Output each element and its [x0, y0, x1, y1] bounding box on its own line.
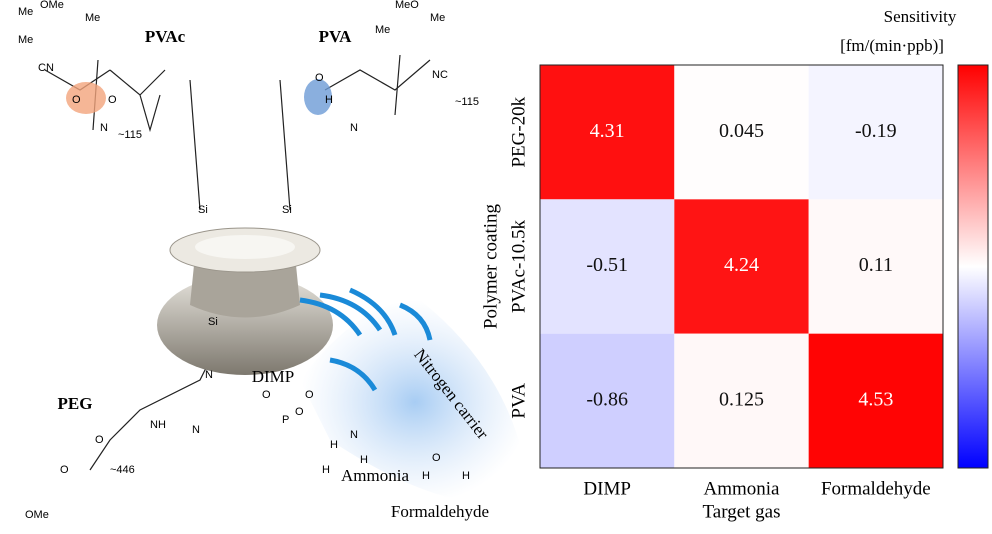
atom-label: OMe [25, 509, 49, 521]
atom-label: OMe [40, 0, 64, 11]
x-axis-label: Target gas [703, 501, 781, 522]
heatmap-cell [808, 199, 943, 334]
cell-label: 0.045 [719, 120, 764, 142]
heatmap-cell [540, 65, 675, 200]
repeat-count: ~115 [455, 96, 479, 108]
x-tick-label: DIMP [583, 478, 631, 499]
y-tick-label: PVA [508, 383, 529, 419]
atom-label: N [192, 424, 200, 436]
polymer-label: PVAc [145, 27, 186, 46]
atom-label: O [262, 389, 271, 401]
y-tick-label: PEG-20k [508, 96, 529, 167]
colorbar-unit: [fm/(min·ppb)] [840, 36, 944, 55]
atom-label: CN [38, 62, 54, 74]
colorbar [957, 64, 989, 469]
atom-label: Me [375, 24, 390, 36]
atom-label: Me [18, 34, 33, 46]
hydroxyl-highlight [304, 79, 332, 115]
cell-label: 0.11 [859, 254, 893, 276]
atom-label: N [350, 122, 358, 134]
cyclodextrin-cavity [195, 235, 295, 259]
heatmap-cell [674, 65, 809, 200]
atom-label: H [322, 464, 330, 476]
cell-label: 4.31 [590, 120, 625, 142]
ester-highlight [66, 82, 106, 114]
atom-label: O [295, 406, 304, 418]
heatmap-cell [674, 333, 809, 468]
atom-label: H [330, 439, 338, 451]
atom-label: Me [18, 6, 33, 18]
y-tick-label: PVAc-10.5k [508, 219, 529, 313]
molecule-label: Formaldehyde [391, 502, 489, 521]
diagram: PVAc PVA PEG DIMP Ammonia Formaldehyde N… [44, 27, 530, 521]
molecule-label: DIMP [252, 367, 295, 386]
atom-label: P [282, 414, 289, 426]
atom-label: NH [150, 419, 166, 431]
atom-label: H [462, 470, 470, 482]
polymer-label: PVA [319, 27, 352, 46]
repeat-count: ~115 [118, 129, 142, 141]
polymer-label: PEG [58, 394, 93, 413]
atom-label: MeO [395, 0, 419, 11]
y-axis-label: Polymer coating [480, 203, 501, 329]
cell-label: 4.24 [724, 254, 759, 276]
heatmap-cell [808, 65, 943, 200]
atom-label: O [95, 434, 104, 446]
atom-label: Si [282, 204, 292, 216]
atom-label: Si [198, 204, 208, 216]
cell-label: 4.53 [858, 388, 893, 410]
cell-label: -0.19 [855, 120, 897, 142]
atom-label: O [60, 464, 69, 476]
atom-label: N [350, 429, 358, 441]
atom-label: H [360, 454, 368, 466]
repeat-count: ~446 [110, 464, 135, 476]
carrier-glow [300, 300, 530, 504]
x-tick-label: Ammonia [704, 478, 781, 499]
atom-label: O [108, 94, 117, 106]
cell-label: -0.86 [586, 388, 628, 410]
atom-label: Si [208, 316, 218, 328]
heatmap-cell [540, 199, 675, 334]
atom-label: N [205, 369, 213, 381]
plot-frame [539, 64, 944, 469]
atom-label: H [325, 94, 333, 106]
atom-label: Me [430, 12, 445, 24]
atom-label: O [72, 94, 81, 106]
atom-label: N [100, 122, 108, 134]
cell-label: -0.51 [586, 254, 628, 276]
carrier-arrows [299, 287, 433, 392]
chain-bonds [44, 59, 431, 211]
molecule-label: Ammonia [341, 466, 409, 485]
atom-label: Me [85, 12, 100, 24]
x-tick-label: Formaldehyde [821, 478, 931, 499]
heatmap-cell [808, 333, 943, 468]
heatmap-cell [540, 333, 675, 468]
atom-label: O [315, 72, 324, 84]
atom-label: NC [432, 69, 448, 81]
cell-label: 0.125 [719, 388, 764, 410]
colorbar-title: Sensitivity [884, 7, 957, 26]
heatmap-cell [674, 199, 809, 334]
atom-label: O [305, 389, 314, 401]
atom-label: H [422, 470, 430, 482]
atom-label: O [432, 452, 441, 464]
